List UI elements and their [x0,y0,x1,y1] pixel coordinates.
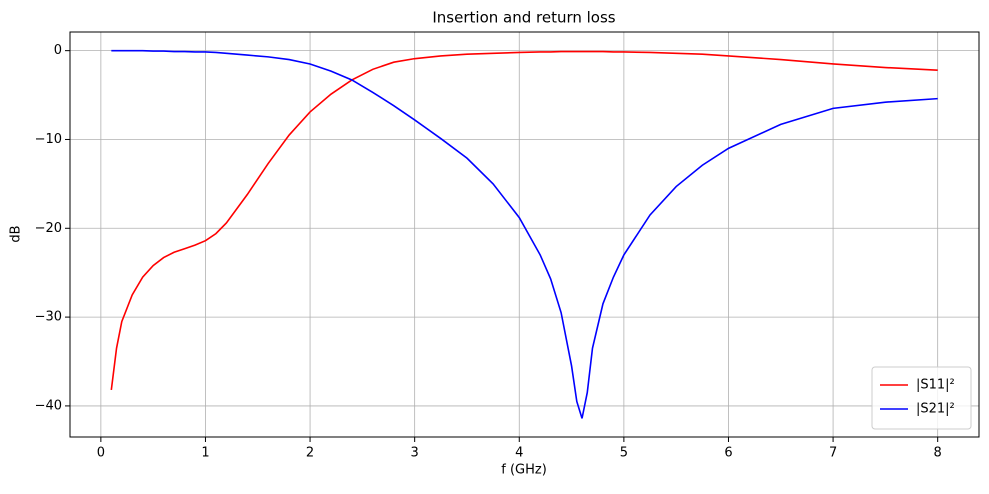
y-axis-label: dB [9,225,24,242]
x-tick-label: 3 [411,446,419,461]
legend-label: |S11|² [916,378,955,393]
x-tick-label: 6 [724,446,732,461]
y-tick-label: −30 [35,310,62,325]
x-tick-label: 7 [829,446,837,461]
legend-label: |S21|² [916,402,955,417]
y-tick-label: −20 [35,221,62,236]
x-tick-label: 0 [97,446,105,461]
x-tick-label: 2 [306,446,314,461]
x-tick-label: 5 [620,446,628,461]
x-tick-label: 8 [934,446,942,461]
x-axis-label: f (GHz) [501,463,547,478]
series-line [110,50,938,391]
x-tick-label: 1 [201,446,209,461]
y-tick-label: 0 [54,43,62,58]
series-line [111,49,938,419]
y-tick-label: −10 [35,132,62,147]
y-tick-label: −40 [35,398,62,413]
x-tick-label: 4 [515,446,523,461]
legend-box [871,366,972,430]
plot-frame [69,31,980,438]
legend: |S11|² |S21|² [871,366,972,430]
chart-title: Insertion and return loss [432,9,615,27]
